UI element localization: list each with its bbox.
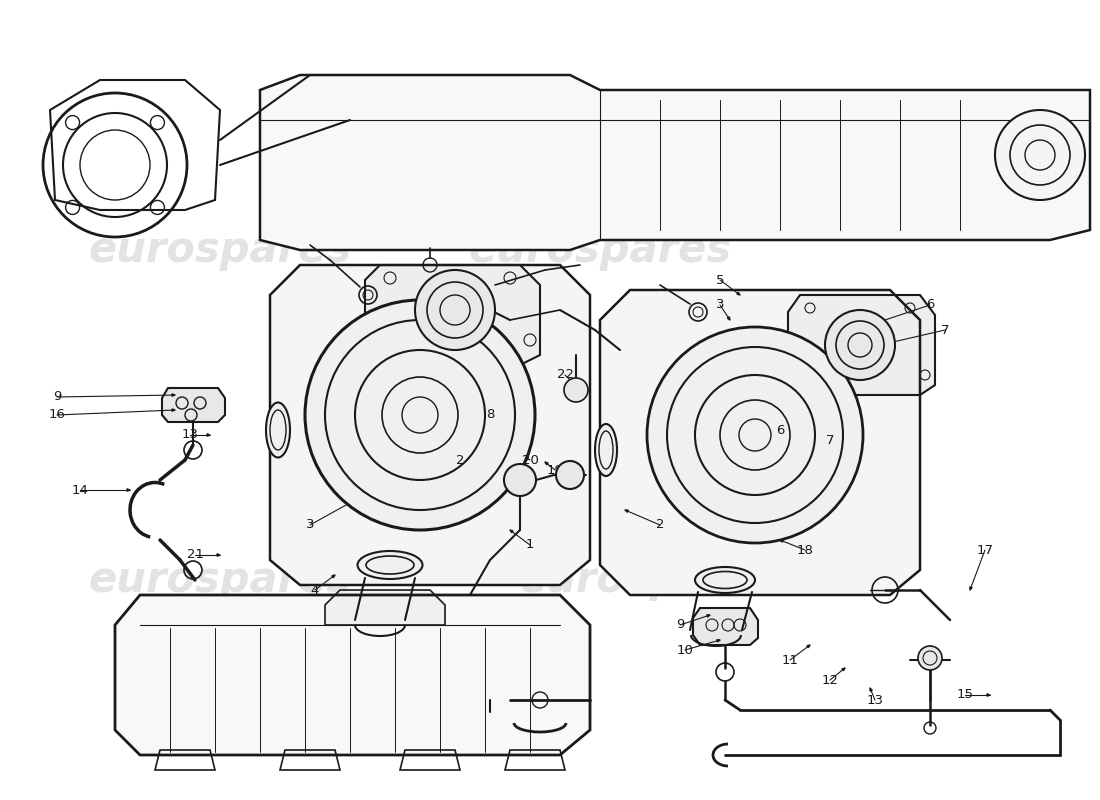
- Polygon shape: [788, 295, 935, 395]
- Polygon shape: [693, 608, 758, 645]
- Polygon shape: [332, 575, 336, 578]
- Text: 21: 21: [187, 549, 204, 562]
- Ellipse shape: [358, 551, 422, 579]
- Polygon shape: [600, 290, 920, 595]
- Polygon shape: [352, 500, 355, 502]
- Polygon shape: [870, 323, 873, 325]
- Text: eurospares: eurospares: [88, 229, 352, 271]
- Text: 15: 15: [957, 689, 974, 702]
- Polygon shape: [572, 382, 575, 385]
- Polygon shape: [510, 530, 513, 533]
- Text: 2: 2: [455, 454, 464, 466]
- Text: 1: 1: [526, 538, 535, 551]
- Polygon shape: [880, 343, 883, 346]
- Text: 18: 18: [796, 543, 813, 557]
- Text: 2: 2: [656, 518, 664, 531]
- Circle shape: [504, 464, 536, 496]
- Text: 14: 14: [72, 483, 88, 497]
- Polygon shape: [172, 394, 175, 396]
- Polygon shape: [162, 388, 226, 422]
- Text: eurospares: eurospares: [88, 559, 352, 601]
- Text: 6: 6: [926, 298, 934, 311]
- Text: eurospares: eurospares: [518, 559, 782, 601]
- Polygon shape: [365, 265, 540, 365]
- Text: 7: 7: [940, 323, 949, 337]
- Circle shape: [305, 300, 535, 530]
- Polygon shape: [820, 430, 823, 433]
- Polygon shape: [270, 265, 590, 585]
- Circle shape: [415, 270, 495, 350]
- Polygon shape: [870, 688, 872, 691]
- Text: 6: 6: [776, 423, 784, 437]
- Polygon shape: [625, 510, 628, 512]
- Ellipse shape: [266, 402, 290, 458]
- Polygon shape: [842, 668, 845, 671]
- Text: 17: 17: [977, 543, 993, 557]
- Text: 5: 5: [716, 274, 724, 286]
- Circle shape: [918, 646, 942, 670]
- Polygon shape: [707, 615, 710, 617]
- Text: eurospares: eurospares: [469, 229, 732, 271]
- Polygon shape: [544, 462, 548, 465]
- Polygon shape: [970, 586, 972, 590]
- Polygon shape: [217, 554, 220, 556]
- Polygon shape: [780, 540, 783, 542]
- Text: 22: 22: [557, 369, 573, 382]
- Polygon shape: [116, 595, 590, 755]
- Polygon shape: [987, 694, 990, 696]
- Polygon shape: [737, 292, 740, 295]
- Text: 7: 7: [826, 434, 834, 446]
- Polygon shape: [207, 434, 210, 436]
- Text: 16: 16: [48, 409, 65, 422]
- Circle shape: [996, 110, 1085, 200]
- Polygon shape: [126, 489, 130, 491]
- Circle shape: [556, 461, 584, 489]
- Polygon shape: [786, 420, 790, 423]
- Polygon shape: [324, 590, 446, 625]
- Text: 10: 10: [676, 643, 693, 657]
- Text: 19: 19: [547, 463, 563, 477]
- Ellipse shape: [595, 424, 617, 476]
- Text: 3: 3: [306, 518, 315, 531]
- Polygon shape: [727, 317, 730, 320]
- Polygon shape: [807, 645, 810, 648]
- Circle shape: [564, 378, 589, 402]
- Polygon shape: [260, 75, 1090, 250]
- Text: 13: 13: [182, 429, 198, 442]
- Circle shape: [647, 327, 864, 543]
- Text: 9: 9: [53, 390, 62, 403]
- Circle shape: [825, 310, 895, 380]
- Polygon shape: [517, 414, 520, 416]
- Text: 11: 11: [781, 654, 799, 666]
- Ellipse shape: [695, 567, 755, 593]
- Text: 8: 8: [486, 409, 494, 422]
- Polygon shape: [172, 409, 175, 411]
- Text: 3: 3: [716, 298, 724, 311]
- Polygon shape: [520, 455, 524, 458]
- Polygon shape: [468, 459, 470, 461]
- Text: 12: 12: [822, 674, 838, 686]
- Text: 4: 4: [311, 583, 319, 597]
- Polygon shape: [717, 640, 720, 642]
- Text: 20: 20: [521, 454, 538, 466]
- Text: 13: 13: [867, 694, 883, 706]
- Text: 9: 9: [675, 618, 684, 631]
